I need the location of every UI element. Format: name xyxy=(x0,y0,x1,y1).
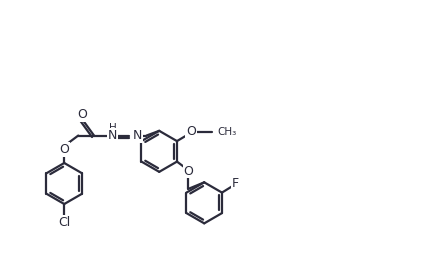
Text: O: O xyxy=(60,143,69,156)
Text: O: O xyxy=(184,165,193,178)
Text: CH₃: CH₃ xyxy=(217,127,236,137)
Text: F: F xyxy=(231,177,238,190)
Text: N: N xyxy=(133,129,142,142)
Text: O: O xyxy=(77,108,87,121)
Text: O: O xyxy=(186,125,196,138)
Text: Cl: Cl xyxy=(58,216,70,229)
Text: N: N xyxy=(108,129,117,142)
Text: H: H xyxy=(109,123,116,133)
